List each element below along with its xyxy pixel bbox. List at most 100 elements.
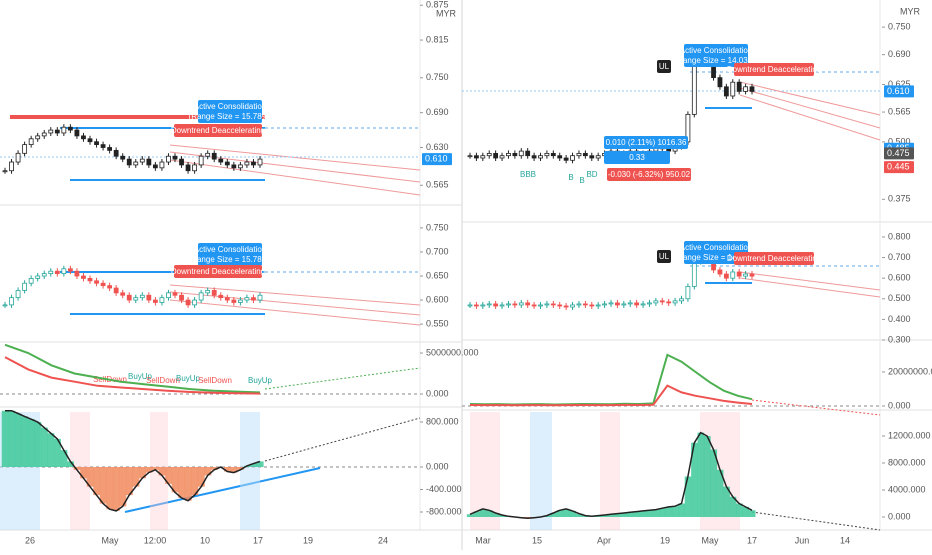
oscillator-bar (237, 466, 244, 470)
annotation-text: (Range Size = 15.78%) (189, 255, 272, 264)
y-tick-label: 0.565 (426, 180, 449, 190)
oscillator-bar (556, 510, 564, 517)
y-tick-label: 0.875 (426, 0, 449, 10)
candle (499, 155, 505, 159)
candle (120, 155, 126, 160)
oscillator-bar (614, 513, 621, 517)
candle (730, 271, 736, 279)
candle (749, 273, 755, 277)
oscillator-line (5, 409, 261, 512)
oscillator-bar (152, 466, 159, 470)
candle (94, 280, 99, 284)
price-tag-label: 0.475 (887, 148, 910, 158)
candle (621, 303, 627, 306)
annotation-box (734, 252, 814, 265)
annotation-box (198, 243, 262, 266)
oscillator-bar (40, 427, 48, 467)
oscillator-bar (569, 510, 577, 517)
candle (647, 302, 652, 305)
oscillator-bar (80, 466, 88, 479)
candle (653, 300, 659, 304)
annotation-text: 0.010 (2.11%) 1016.36 (606, 138, 687, 147)
candle (205, 290, 211, 294)
candle (506, 153, 511, 157)
currency-label: MYR (436, 8, 457, 18)
oscillator-bar (67, 461, 74, 467)
candle (237, 299, 243, 303)
candle (685, 286, 691, 300)
time-label: 17 (253, 535, 263, 545)
candle (666, 301, 672, 304)
annotation-box (174, 265, 262, 278)
oscillator-bar (627, 512, 634, 517)
oscillator-bar (112, 466, 120, 511)
candle (87, 278, 93, 282)
candle (736, 271, 742, 277)
candle (582, 303, 588, 306)
oscillator-bar (1, 410, 9, 467)
candle (81, 275, 86, 279)
candle (28, 278, 34, 284)
oscillator-bar (125, 466, 133, 496)
candle (218, 158, 224, 163)
candle (743, 273, 748, 277)
candle (615, 302, 620, 306)
candle (691, 58, 697, 115)
y-tick-label: 4000.000 (888, 484, 926, 494)
y-tick-label: 0.690 (888, 49, 911, 59)
annotation-box (684, 241, 748, 264)
candle (467, 304, 473, 307)
annotation-text: -0.030 (-6.32%) 950.02 (608, 170, 691, 179)
oscillator-bar (678, 503, 686, 517)
annotation-text: UL (659, 252, 670, 261)
time-label: 15 (532, 535, 542, 545)
candle (525, 150, 531, 157)
y-tick-label: 0.300 (888, 334, 911, 344)
candle (22, 282, 28, 291)
time-label: Apr (597, 535, 611, 545)
trend-fan-line (169, 284, 421, 306)
oscillator-bar (230, 466, 238, 473)
candle (717, 269, 723, 275)
y-tick-label: 0.000 (426, 461, 449, 471)
trend-fan-line (169, 291, 421, 316)
candle (120, 292, 126, 296)
time-label: 17 (747, 535, 757, 545)
candle (576, 303, 582, 306)
candle (166, 155, 171, 163)
candle (192, 299, 198, 306)
candle (749, 86, 755, 92)
time-label: Mar (475, 535, 491, 545)
candle (74, 270, 80, 277)
oscillator-bar (735, 503, 743, 517)
candle (107, 285, 113, 289)
candle (672, 300, 678, 304)
price-tag (884, 147, 914, 160)
candle (518, 302, 524, 306)
oscillator-bar (224, 466, 231, 472)
candle (172, 155, 178, 160)
oscillator-bar (601, 514, 609, 517)
candle (486, 303, 492, 306)
candle (550, 153, 556, 157)
candle (531, 155, 537, 159)
candle (22, 144, 28, 154)
candle (48, 270, 54, 274)
candle (679, 298, 684, 302)
candle (518, 150, 524, 157)
oscillator-bar (60, 450, 68, 467)
signal-label: SellDown (146, 376, 180, 385)
candle (211, 290, 217, 296)
candle (257, 294, 263, 301)
oscillator-bar (191, 466, 199, 496)
annotation-text: (Range Size = 14.03%) (675, 56, 758, 65)
signal-label: BuyUp (128, 372, 153, 381)
candle (198, 292, 204, 301)
oscillator-bar (620, 512, 628, 517)
oscillator-bar (93, 466, 101, 496)
time-label: Jun (795, 535, 810, 545)
oscillator-bar (145, 466, 153, 473)
y-tick-label: -400.000 (426, 484, 462, 494)
y-tick-label: 0.000 (888, 400, 911, 410)
